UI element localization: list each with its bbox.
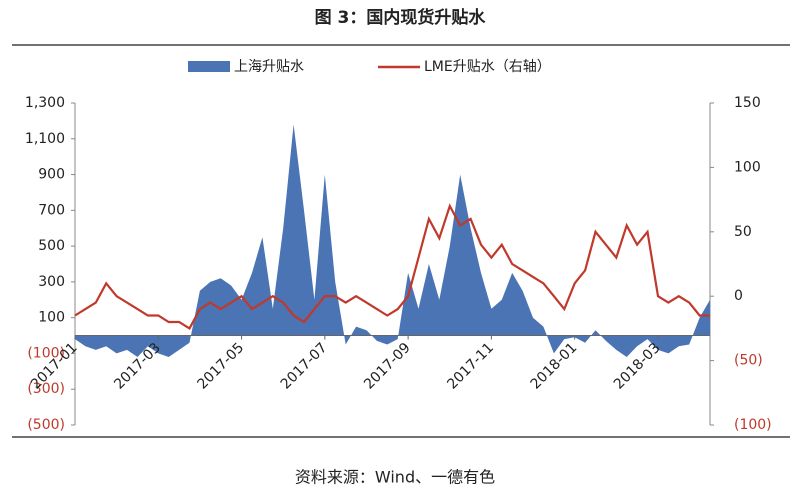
y2-tick-label: 100 [734, 159, 761, 175]
legend-label: LME升贴水（右轴） [424, 59, 551, 75]
y-tick-label: 100 [38, 310, 65, 326]
y-tick-label: 700 [38, 202, 65, 218]
y2-tick-label: (50) [734, 353, 763, 369]
chart-title: 图 3：国内现货升贴水 [315, 7, 487, 28]
y-tick-label: (300) [27, 381, 65, 397]
y-tick-label: 500 [38, 238, 65, 254]
y-tick-label: (100) [27, 345, 65, 361]
x-tick-label: 2017-11 [444, 340, 497, 393]
y-tick-label: 1,300 [25, 95, 65, 111]
y-tick-label: 1,100 [25, 131, 65, 147]
y2-tick-label: (100) [734, 417, 772, 433]
y-tick-label: 900 [38, 167, 65, 183]
x-tick-label: 2017-09 [361, 340, 414, 393]
legend-label: 上海升贴水 [234, 59, 304, 75]
x-tick-label: 2017-07 [278, 340, 331, 393]
legend-swatch [188, 61, 230, 72]
y-tick-label: (500) [27, 417, 65, 433]
y2-tick-label: 150 [734, 95, 761, 111]
source: 资料来源：Wind、一德有色 [295, 468, 495, 487]
line [74, 203, 710, 330]
y2-tick-label: 0 [734, 288, 743, 304]
area [75, 124, 710, 357]
y-tick-label: 300 [38, 274, 65, 290]
x-tick-label: 2017-05 [195, 340, 248, 393]
y2-tick-label: 50 [734, 224, 752, 240]
